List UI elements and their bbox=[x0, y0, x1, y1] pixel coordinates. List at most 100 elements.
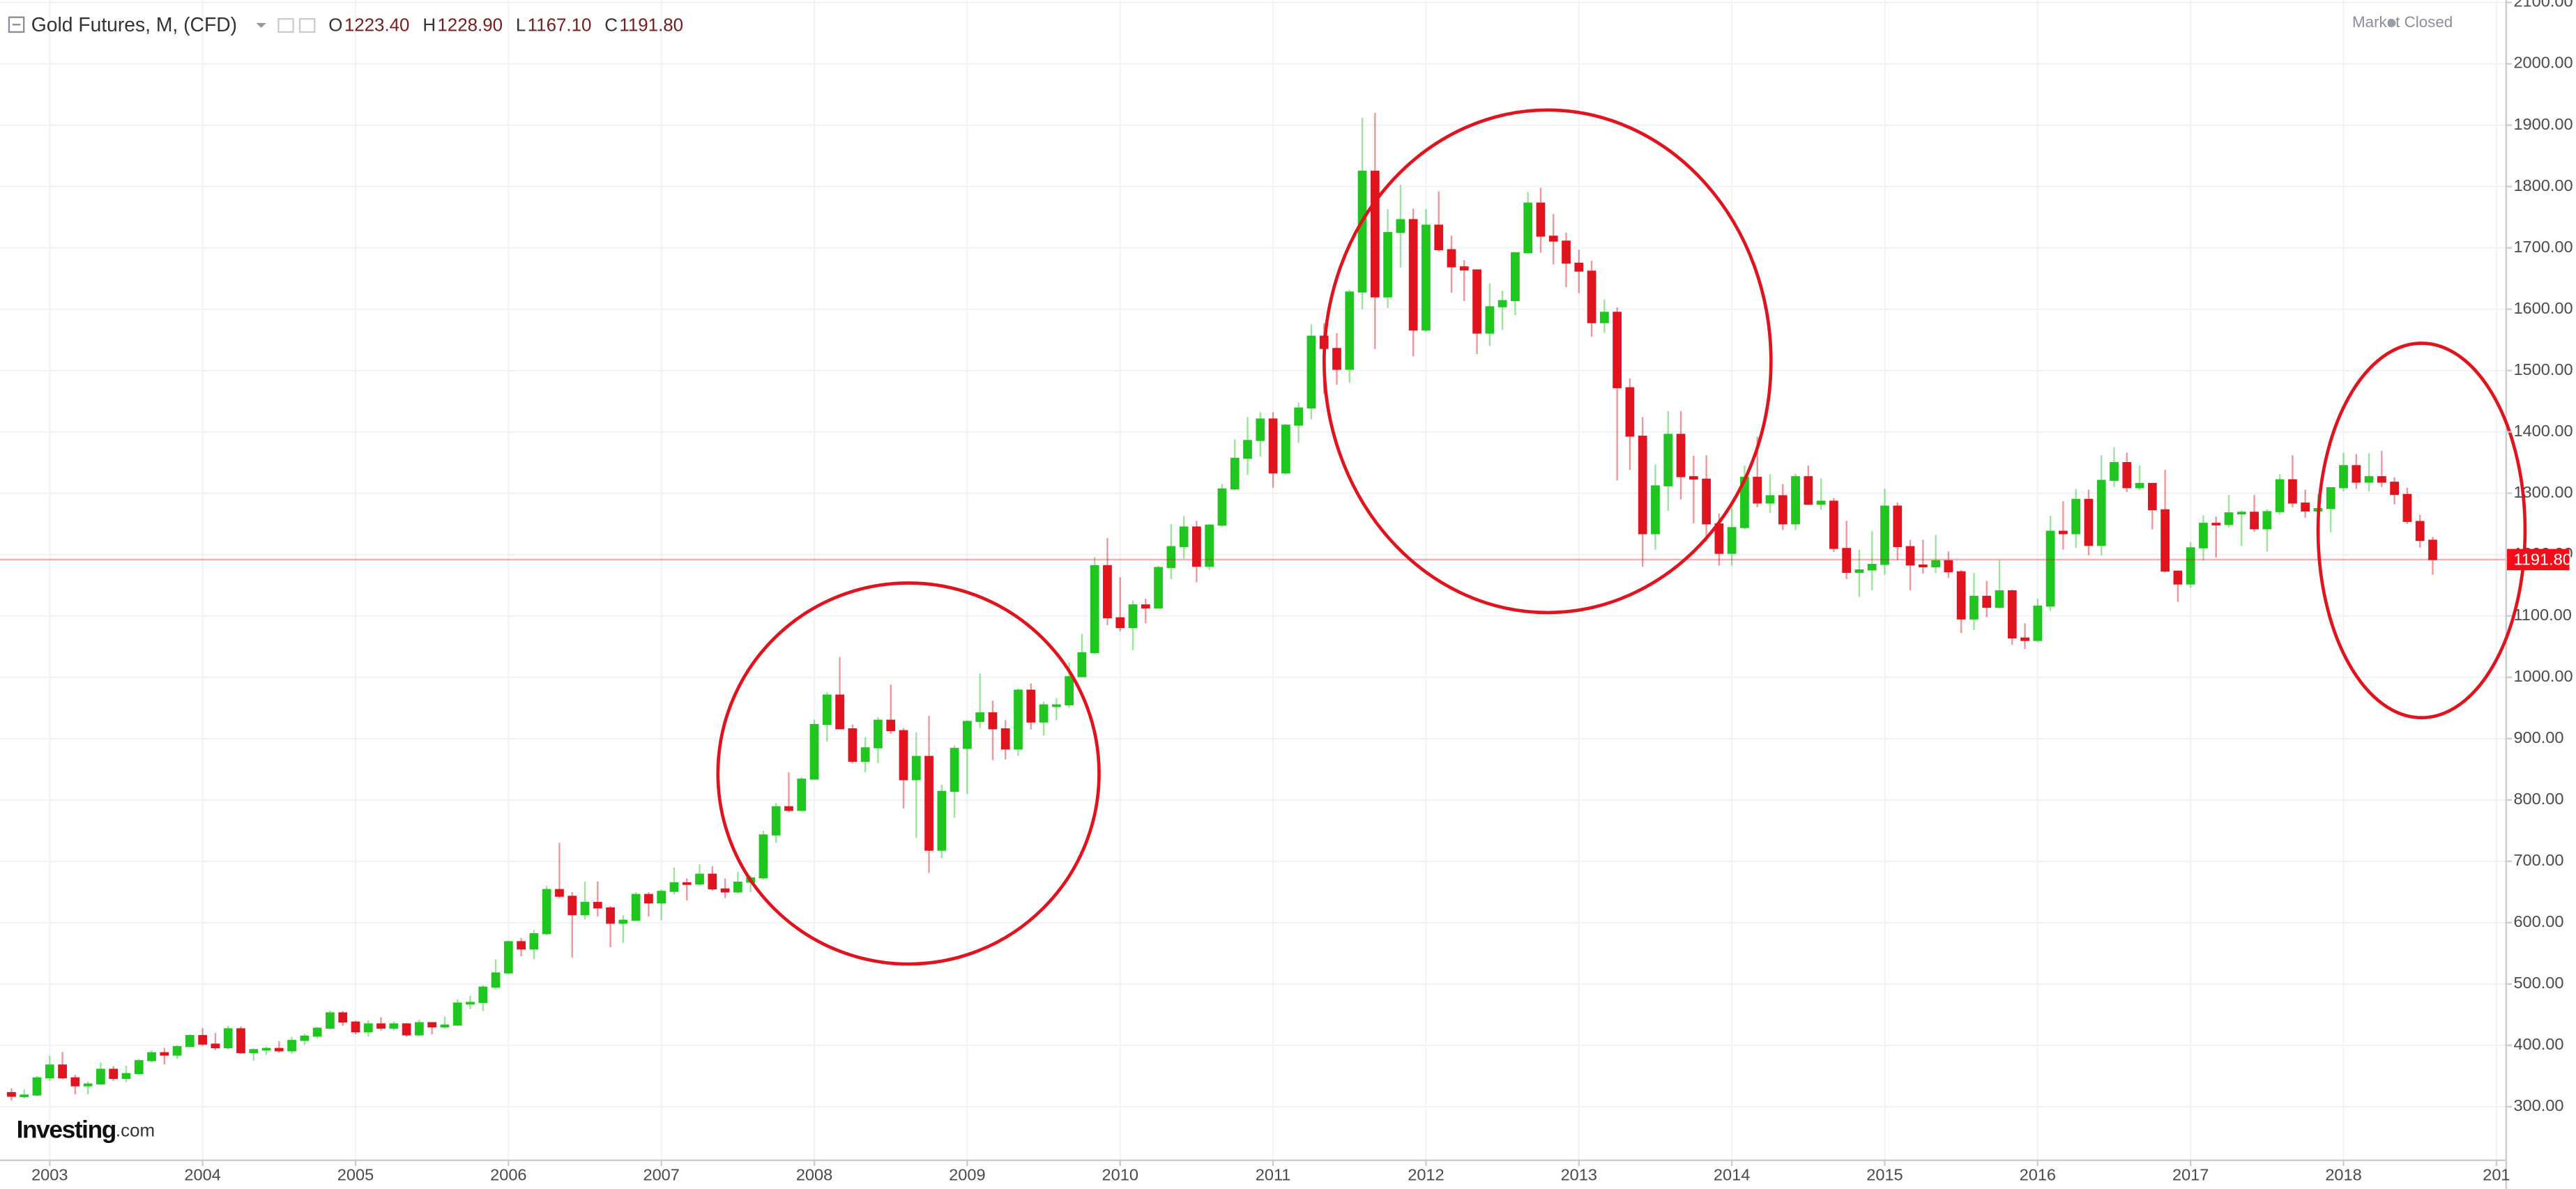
candle-body bbox=[1944, 560, 1953, 573]
x-tick-label: 2005 bbox=[337, 1165, 374, 1183]
candle-body bbox=[2096, 480, 2106, 546]
candle-body bbox=[1014, 689, 1023, 750]
y-tick-label: 2100.00 bbox=[2513, 0, 2573, 10]
ohlc-header: O 1223.40 H 1228.90 L 1167.10 C 1191.80 bbox=[328, 16, 683, 36]
candle-body bbox=[185, 1035, 195, 1048]
candle-body bbox=[1383, 231, 1392, 298]
y-tick-label: 1600.00 bbox=[2513, 299, 2573, 317]
candle-body bbox=[759, 834, 768, 879]
candle-body bbox=[606, 907, 615, 924]
candle-body bbox=[1918, 564, 1928, 568]
title-dropdown[interactable] bbox=[256, 22, 266, 29]
candle-body bbox=[2326, 487, 2335, 509]
candle-body bbox=[657, 891, 666, 904]
candle-body bbox=[147, 1052, 156, 1061]
candle-body bbox=[911, 755, 921, 781]
candle-body bbox=[478, 986, 488, 1003]
candle-body bbox=[1791, 476, 1800, 525]
ohlc-label: C bbox=[604, 16, 618, 36]
y-tick-label: 800.00 bbox=[2513, 790, 2563, 808]
candle-body bbox=[223, 1028, 233, 1049]
candle-body bbox=[1663, 434, 1673, 486]
candle-body bbox=[2262, 511, 2272, 530]
candle-body bbox=[988, 712, 998, 730]
eye-icon[interactable] bbox=[298, 17, 316, 33]
candle-body bbox=[2339, 465, 2348, 489]
candle-body bbox=[1472, 269, 1481, 334]
candle-body bbox=[1459, 266, 1469, 270]
candle-body bbox=[529, 933, 539, 950]
candle-body bbox=[886, 719, 896, 732]
candle-body bbox=[452, 1002, 462, 1026]
candle-body bbox=[1306, 335, 1316, 409]
x-tick-label: 2015 bbox=[1866, 1165, 1903, 1183]
y-tick-label: 700.00 bbox=[2513, 851, 2563, 869]
candle-body bbox=[1256, 418, 1265, 441]
candle-body bbox=[1294, 407, 1304, 426]
candle-body bbox=[1727, 527, 1737, 554]
x-tick-label: 2017 bbox=[2172, 1165, 2209, 1183]
brand-logo: Investing.com bbox=[17, 1117, 155, 1144]
annotation-circle bbox=[1322, 108, 1773, 615]
x-tick-label: 2006 bbox=[490, 1165, 526, 1183]
candle-body bbox=[1651, 485, 1660, 535]
candle-body bbox=[2364, 476, 2374, 483]
candle-body bbox=[1485, 306, 1495, 334]
candle-body bbox=[2250, 512, 2259, 530]
collapse-icon[interactable] bbox=[8, 16, 25, 33]
ohlc-value: 1167.10 bbox=[528, 16, 592, 36]
candle-body bbox=[1676, 434, 1686, 477]
candle-body bbox=[1000, 728, 1010, 750]
candle-body bbox=[2173, 570, 2183, 585]
candle-body bbox=[2301, 503, 2310, 512]
x-tick-label: 2004 bbox=[184, 1165, 220, 1183]
candle-body bbox=[1587, 270, 1596, 323]
candle-body bbox=[1396, 219, 1405, 233]
candle-body bbox=[1154, 567, 1163, 608]
candle-body bbox=[96, 1068, 105, 1085]
settings-icon[interactable] bbox=[277, 17, 294, 33]
candle-body bbox=[2352, 465, 2361, 483]
annotation-circle bbox=[716, 581, 1101, 966]
candle-body bbox=[274, 1048, 284, 1052]
candle-body bbox=[1051, 704, 1061, 707]
candle-body bbox=[20, 1094, 29, 1098]
candle-body bbox=[682, 882, 692, 885]
candle-body bbox=[874, 719, 883, 749]
candle-body bbox=[1842, 548, 1852, 573]
candle-body bbox=[1574, 262, 1584, 272]
y-tick-label: 1700.00 bbox=[2513, 238, 2573, 256]
candle-body bbox=[2045, 530, 2055, 607]
candle-body bbox=[1625, 387, 1635, 437]
candle-body bbox=[2377, 476, 2386, 483]
candle-body bbox=[963, 721, 972, 749]
candle-body bbox=[389, 1023, 399, 1029]
x-tick-label: 201 bbox=[2483, 1165, 2510, 1183]
ohlc-label: O bbox=[328, 16, 342, 36]
candle-body bbox=[1599, 312, 1609, 323]
candle-body bbox=[2071, 498, 2081, 535]
candle-body bbox=[2186, 547, 2195, 585]
candle-body bbox=[593, 902, 602, 909]
annotation-circle bbox=[2316, 342, 2527, 720]
candle-body bbox=[1638, 436, 1647, 535]
candle-body bbox=[2288, 479, 2297, 504]
candle-body bbox=[631, 893, 641, 921]
candle-body bbox=[261, 1048, 271, 1051]
candle-body bbox=[2415, 521, 2425, 542]
candle-body bbox=[2236, 512, 2246, 515]
candle-body bbox=[2402, 493, 2412, 522]
candle-body bbox=[1243, 440, 1252, 459]
candle-body bbox=[1141, 604, 1150, 608]
candle-body bbox=[1905, 546, 1915, 566]
candle-body bbox=[542, 889, 551, 935]
candle-body bbox=[1115, 617, 1125, 629]
candle-body bbox=[1982, 595, 1992, 608]
candle-body bbox=[771, 806, 781, 836]
candle-body bbox=[300, 1035, 310, 1041]
candle-body bbox=[2275, 479, 2285, 512]
candle-body bbox=[1166, 546, 1176, 568]
candle-body bbox=[720, 888, 730, 893]
candle-body bbox=[351, 1021, 360, 1033]
y-tick-label: 900.00 bbox=[2513, 728, 2563, 746]
